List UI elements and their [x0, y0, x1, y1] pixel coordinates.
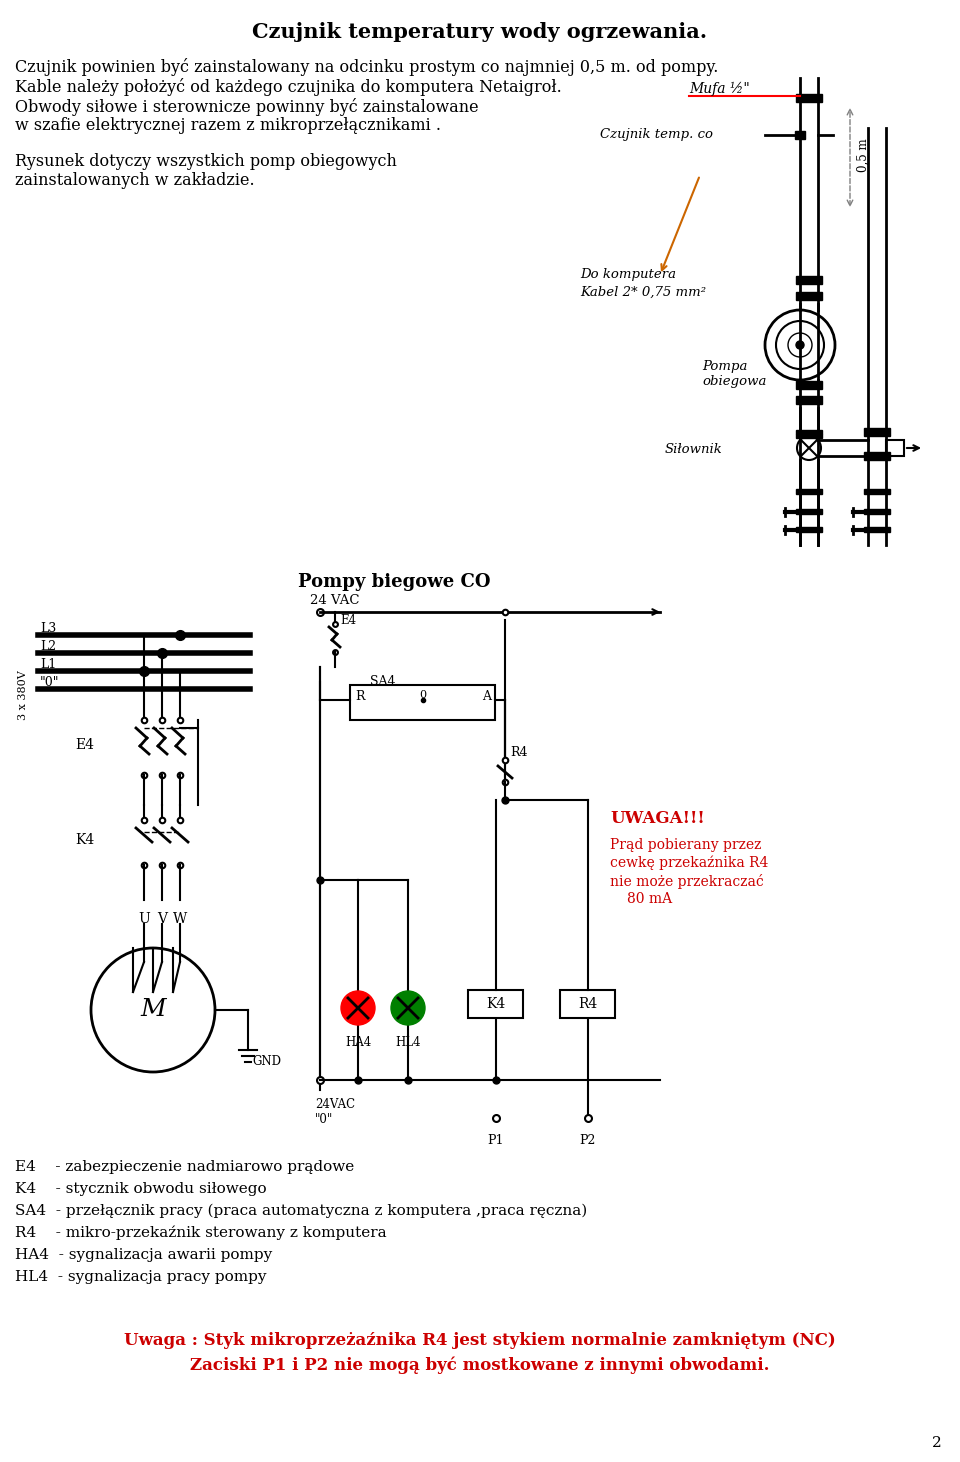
Text: Siłownik: Siłownik: [665, 443, 723, 456]
Text: Prąd pobierany przez: Prąd pobierany przez: [610, 838, 761, 852]
Bar: [796, 292, 822, 300]
Bar: [560, 990, 615, 1018]
Bar: [796, 276, 822, 284]
Bar: [886, 440, 904, 456]
Bar: [796, 396, 822, 404]
Text: zainstalowanych w zakładzie.: zainstalowanych w zakładzie.: [15, 173, 254, 189]
Bar: [864, 452, 890, 461]
Bar: [796, 94, 822, 102]
Text: R4: R4: [510, 746, 527, 759]
Text: HA4: HA4: [345, 1037, 372, 1050]
Bar: [350, 686, 495, 719]
Text: E4    - zabezpieczenie nadmiarowo prądowe: E4 - zabezpieczenie nadmiarowo prądowe: [15, 1159, 354, 1174]
Text: L3: L3: [40, 621, 57, 635]
Text: Pompy biegowe CO: Pompy biegowe CO: [298, 573, 491, 591]
Text: HA4  - sygnalizacja awarii pompy: HA4 - sygnalizacja awarii pompy: [15, 1249, 273, 1262]
Bar: [864, 509, 890, 515]
Text: Pompa
obiegowa: Pompa obiegowa: [702, 360, 766, 387]
Circle shape: [341, 991, 375, 1025]
Bar: [864, 428, 890, 436]
Text: Czujnik temperatury wody ogrzewania.: Czujnik temperatury wody ogrzewania.: [252, 22, 708, 42]
Text: Rysunek dotyczy wszystkich pomp obiegowych: Rysunek dotyczy wszystkich pomp obiegowy…: [15, 154, 396, 170]
Text: HL4  - sygnalizacja pracy pompy: HL4 - sygnalizacja pracy pompy: [15, 1270, 267, 1284]
Bar: [864, 488, 890, 494]
Text: Kable należy położyć od każdego czujnika do komputera Netaigroł.: Kable należy położyć od każdego czujnika…: [15, 77, 562, 96]
Text: GND: GND: [252, 1056, 281, 1069]
Text: Czujnik temp. co: Czujnik temp. co: [600, 129, 713, 140]
Bar: [796, 509, 822, 515]
Text: A: A: [483, 690, 492, 703]
Bar: [468, 990, 523, 1018]
Text: M: M: [140, 999, 166, 1022]
Text: 0,5 m: 0,5 m: [857, 139, 870, 173]
Bar: [796, 434, 822, 439]
Text: L1: L1: [40, 658, 57, 671]
Text: R4    - mikro-przekaźnik sterowany z komputera: R4 - mikro-przekaźnik sterowany z komput…: [15, 1227, 387, 1240]
Text: U: U: [138, 912, 150, 925]
Text: Czujnik powinien być zainstalowany na odcinku prostym co najmniej 0,5 m. od pomp: Czujnik powinien być zainstalowany na od…: [15, 58, 718, 76]
Text: SA4: SA4: [370, 675, 396, 689]
Text: W: W: [173, 912, 187, 925]
Bar: [796, 382, 822, 389]
Circle shape: [391, 991, 425, 1025]
Text: 24 VAC: 24 VAC: [310, 594, 359, 607]
Text: 24VAC
"0": 24VAC "0": [315, 1098, 355, 1126]
Text: E4: E4: [75, 738, 94, 751]
Text: Mufa ½": Mufa ½": [689, 82, 750, 96]
Bar: [796, 488, 822, 494]
Text: 80 mA: 80 mA: [628, 892, 673, 906]
Text: K4    - stycznik obwodu siłowego: K4 - stycznik obwodu siłowego: [15, 1181, 267, 1196]
Text: R4: R4: [578, 997, 597, 1012]
Text: "0": "0": [40, 675, 60, 689]
Text: R: R: [355, 690, 365, 703]
Text: 2: 2: [932, 1436, 942, 1450]
Bar: [796, 430, 822, 434]
Bar: [796, 526, 822, 532]
Text: Uwaga : Styk mikroprzeżaźnika R4 jest stykiem normalnie zamkniętym (NC): Uwaga : Styk mikroprzeżaźnika R4 jest st…: [124, 1332, 836, 1349]
Text: V: V: [157, 912, 167, 925]
Bar: [795, 132, 805, 139]
Circle shape: [796, 341, 804, 349]
Text: L2: L2: [40, 640, 56, 654]
Text: Do komputera: Do komputera: [580, 268, 676, 281]
Text: w szafie elektrycznej razem z mikroprzełącznikami .: w szafie elektrycznej razem z mikroprzeł…: [15, 117, 441, 135]
Text: E4: E4: [340, 614, 356, 627]
Text: SA4  - przełącznik pracy (praca automatyczna z komputera ,praca ręczna): SA4 - przełącznik pracy (praca automatyc…: [15, 1205, 588, 1218]
Text: K4: K4: [75, 833, 94, 846]
Bar: [864, 526, 890, 532]
Text: Kabel 2* 0,75 mm²: Kabel 2* 0,75 mm²: [580, 287, 707, 300]
Text: 0: 0: [419, 690, 426, 700]
Text: K4: K4: [486, 997, 505, 1012]
Text: Zaciski P1 i P2 nie mogą być mostkowane z innymi obwodami.: Zaciski P1 i P2 nie mogą być mostkowane …: [190, 1355, 770, 1373]
Text: nie może przekraczać: nie może przekraczać: [610, 874, 764, 889]
Text: P2: P2: [579, 1135, 596, 1148]
Text: HL4: HL4: [396, 1037, 420, 1050]
Text: 3 x 380V: 3 x 380V: [18, 670, 28, 719]
Text: cewkę przekaźnika R4: cewkę przekaźnika R4: [610, 855, 768, 870]
Text: Obwody siłowe i sterownicze powinny być zainstalowane: Obwody siłowe i sterownicze powinny być …: [15, 98, 479, 115]
Text: UWAGA!!!: UWAGA!!!: [610, 810, 705, 827]
Text: P1: P1: [488, 1135, 504, 1148]
